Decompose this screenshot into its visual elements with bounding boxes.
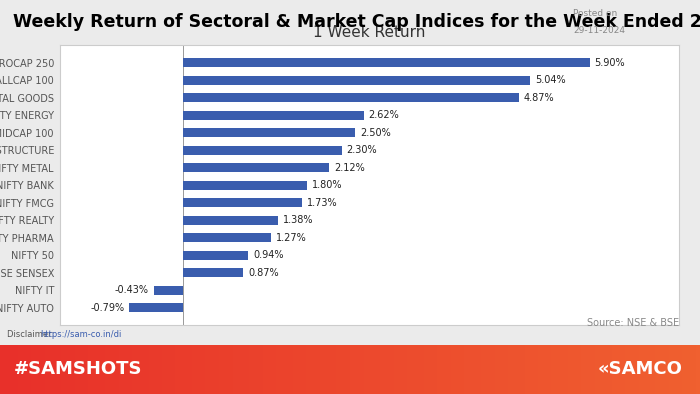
Bar bbox=[183, 76, 531, 85]
Text: 1.27%: 1.27% bbox=[276, 233, 307, 243]
Text: 29-11-2024: 29-11-2024 bbox=[573, 26, 625, 35]
Bar bbox=[183, 93, 519, 102]
Text: 1.38%: 1.38% bbox=[284, 215, 314, 225]
Bar bbox=[183, 268, 244, 277]
Text: 1.73%: 1.73% bbox=[307, 198, 338, 208]
Text: 2.62%: 2.62% bbox=[369, 110, 399, 120]
Bar bbox=[183, 251, 248, 260]
Text: 0.94%: 0.94% bbox=[253, 250, 284, 260]
Text: 1.80%: 1.80% bbox=[312, 180, 342, 190]
Text: 2.30%: 2.30% bbox=[346, 145, 377, 155]
Bar bbox=[154, 286, 183, 295]
Bar bbox=[183, 111, 364, 120]
Text: 2.50%: 2.50% bbox=[360, 128, 391, 138]
Bar bbox=[183, 180, 307, 190]
Text: 5.04%: 5.04% bbox=[535, 75, 566, 85]
Bar bbox=[183, 198, 302, 207]
Bar bbox=[183, 128, 356, 137]
Text: 0.87%: 0.87% bbox=[248, 268, 279, 278]
Text: https://sam-co.in/di: https://sam-co.in/di bbox=[41, 330, 122, 338]
Text: Disclaimer:: Disclaimer: bbox=[7, 330, 57, 338]
Title: 1 Week Return: 1 Week Return bbox=[313, 25, 426, 40]
Text: Weekly Return of Sectoral & Market Cap Indices for the Week Ended 29-11-24: Weekly Return of Sectoral & Market Cap I… bbox=[13, 13, 700, 31]
Text: Source: NSE & BSE: Source: NSE & BSE bbox=[587, 318, 679, 328]
Text: 5.90%: 5.90% bbox=[594, 58, 625, 68]
Text: 4.87%: 4.87% bbox=[524, 93, 554, 102]
Text: -0.79%: -0.79% bbox=[90, 303, 124, 313]
Bar bbox=[183, 58, 589, 67]
Text: 2.12%: 2.12% bbox=[334, 163, 365, 173]
Text: «SAMCO: «SAMCO bbox=[598, 361, 682, 378]
Bar bbox=[183, 233, 271, 242]
Text: Posted on: Posted on bbox=[573, 9, 617, 18]
Bar bbox=[183, 163, 329, 172]
Bar bbox=[183, 146, 342, 155]
Bar bbox=[183, 216, 279, 225]
Text: -0.43%: -0.43% bbox=[115, 285, 149, 295]
Text: #SAMSHOTS: #SAMSHOTS bbox=[14, 361, 143, 378]
Bar bbox=[129, 303, 183, 312]
